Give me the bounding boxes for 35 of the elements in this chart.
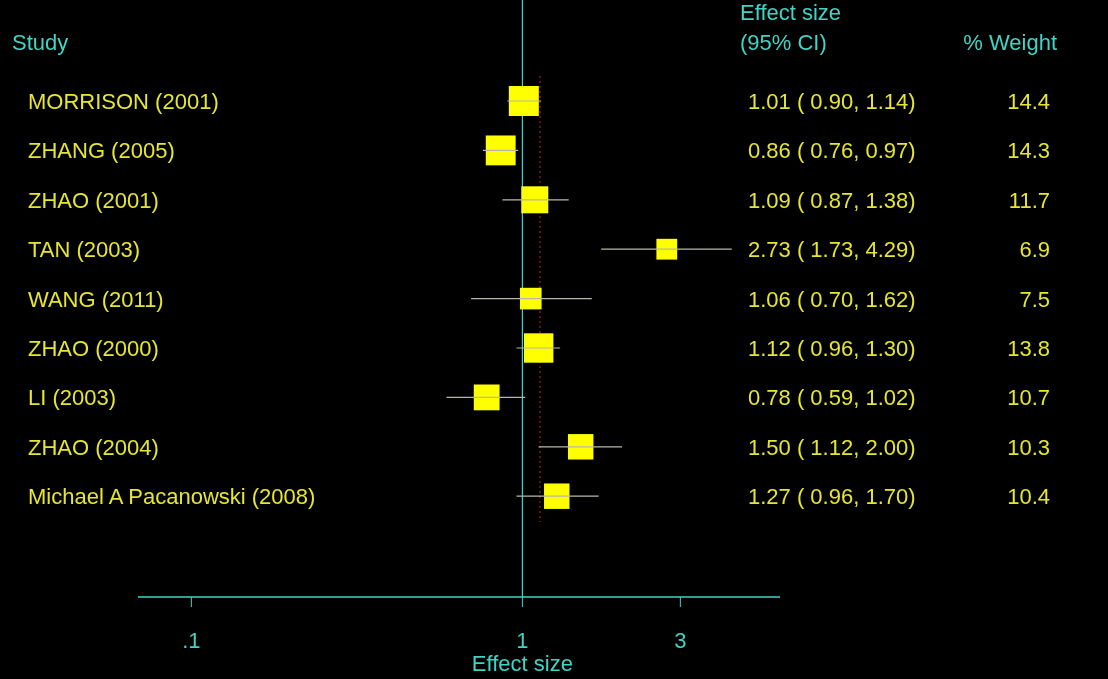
y-tick-label: ZHAO (2001) [28,187,159,213]
text: 6.9 [1019,237,1050,263]
y-tick-label: ZHAO (2000) [28,336,159,361]
text: 14.3 [1007,138,1050,164]
y-tick-label: Michael A Pacanowski (2008) [28,484,316,510]
y-tick-label: ZHANG (2005) [28,138,175,164]
y-tick-label: WANG (2011) [28,286,164,312]
data-label: 1.50 ( 1.12, 2.00) [748,434,916,460]
data-label: 0.86 ( 0.76, 0.97) [748,138,916,164]
text: 10.3 [1007,434,1050,460]
x-tick-label: 1 [516,628,529,653]
y-tick-label: MORRISON (2001) [28,89,219,114]
text: (95% CI) [740,30,827,55]
x-tick-label: .1 [182,628,201,653]
x-axis-title: Effect size [471,651,573,676]
x-tick-label: 3 [674,628,687,653]
y-tick-label: LI (2003) [28,385,117,411]
text: 13.8 [1007,336,1050,361]
y-tick-label: ZHAO (2004) [28,434,159,460]
data-label: 1.01 ( 0.90, 1.14) [748,89,916,114]
text: Effect size [740,0,842,25]
text: 10.7 [1007,385,1050,411]
data-label: 1.12 ( 0.96, 1.30) [748,336,916,361]
text: 14.4 [1007,89,1050,114]
y-tick-label: TAN (2003) [28,237,141,263]
data-label: 1.27 ( 0.96, 1.70) [748,484,916,510]
text: 11.7 [1008,187,1050,213]
text: 7.5 [1019,286,1050,312]
data-label: 1.09 ( 0.87, 1.38) [748,187,916,213]
text: % Weight [963,30,1057,55]
data-label: 1.06 ( 0.70, 1.62) [748,286,916,312]
y-axis-title: Study [12,30,69,55]
data-label: 2.73 ( 1.73, 4.29) [748,237,916,263]
data-label: 0.78 ( 0.59, 1.02) [748,385,916,411]
text: 10.4 [1007,484,1050,510]
